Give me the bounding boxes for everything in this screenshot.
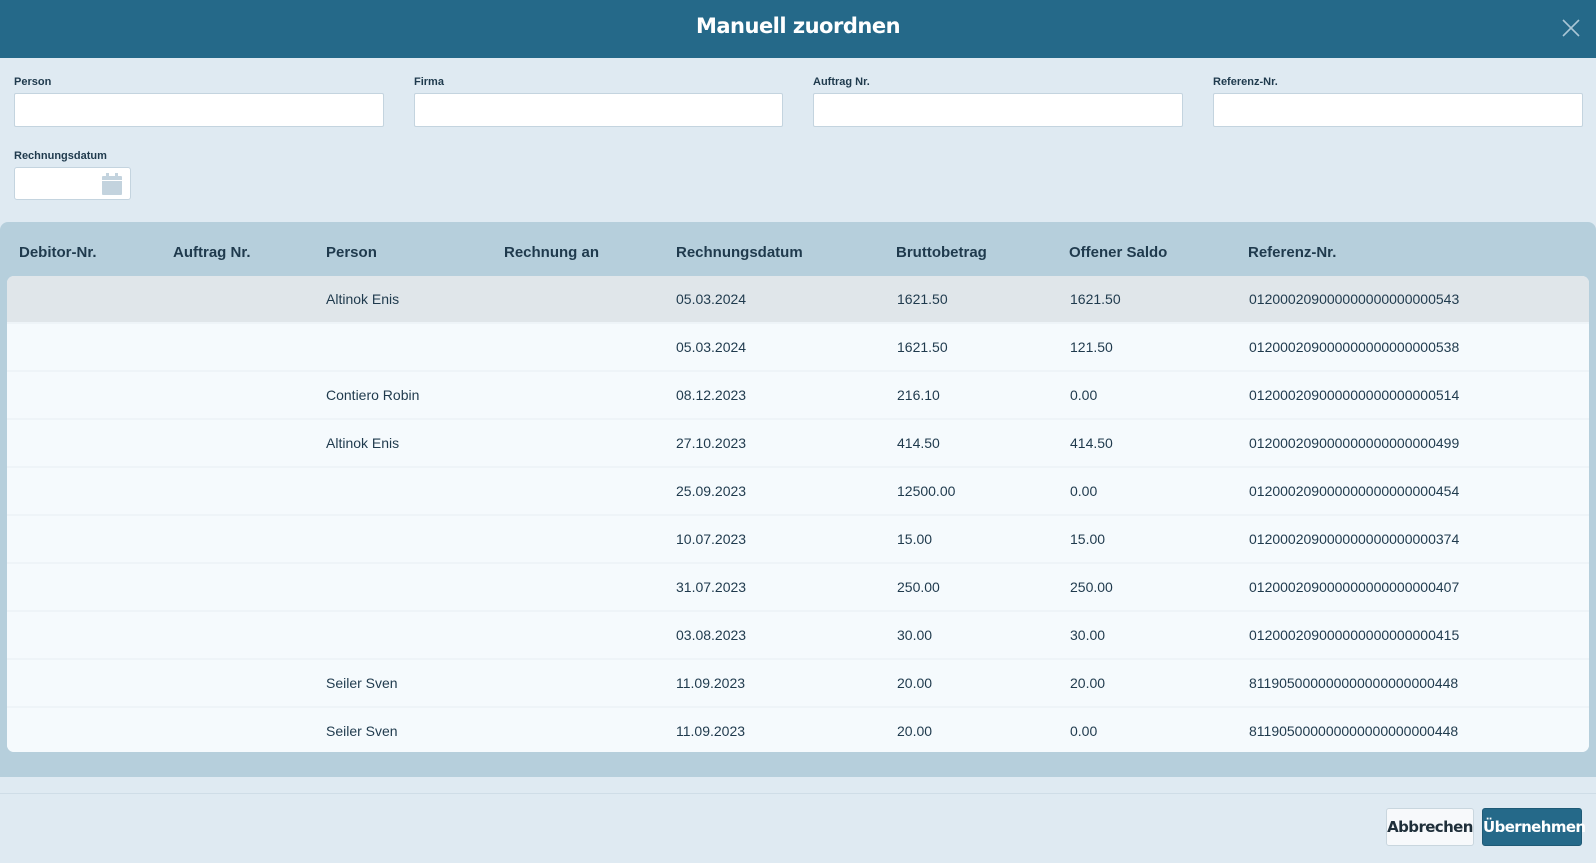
column-header-rechnung-an[interactable]: Rechnung an xyxy=(504,244,600,261)
person-filter-label: Person xyxy=(14,76,52,88)
cell-offener-saldo: 250.00 xyxy=(1070,579,1113,595)
rechnungsdatum-input[interactable] xyxy=(15,168,95,199)
referenz-filter-label: Referenz-Nr. xyxy=(1213,76,1278,88)
calendar-icon[interactable] xyxy=(102,173,122,195)
cell-bruttobetrag: 20.00 xyxy=(897,723,933,739)
cell-referenz: 012000209000000000000000499 xyxy=(1249,435,1460,451)
cell-referenz: 012000209000000000000000407 xyxy=(1249,579,1460,595)
date-picker[interactable] xyxy=(14,167,131,200)
cell-person: Seiler Sven xyxy=(326,723,398,739)
table-row[interactable]: 05.03.2024 1621.50 121.50 01200020900000… xyxy=(7,324,1589,370)
cell-referenz: 811905000000000000000000448 xyxy=(1249,675,1459,691)
table-header: Debitor-Nr. Auftrag Nr. Person Rechnung … xyxy=(0,222,1596,276)
cell-offener-saldo: 414.50 xyxy=(1070,435,1113,451)
cell-person: Seiler Sven xyxy=(326,675,398,691)
column-header-debitor[interactable]: Debitor-Nr. xyxy=(19,244,97,261)
cell-offener-saldo: 1621.50 xyxy=(1070,291,1121,307)
auftrag-filter-label: Auftrag Nr. xyxy=(813,76,870,88)
close-icon[interactable] xyxy=(1560,17,1582,39)
cell-bruttobetrag: 414.50 xyxy=(897,435,940,451)
cell-bruttobetrag: 1621.50 xyxy=(897,339,948,355)
rechnungsdatum-filter-label: Rechnungsdatum xyxy=(14,150,107,162)
cell-rechnungsdatum: 11.09.2023 xyxy=(676,723,746,739)
cell-rechnungsdatum: 08.12.2023 xyxy=(676,387,747,403)
cell-offener-saldo: 0.00 xyxy=(1070,387,1098,403)
cell-rechnungsdatum: 27.10.2023 xyxy=(676,435,747,451)
cell-bruttobetrag: 1621.50 xyxy=(897,291,948,307)
referenz-filter: Referenz-Nr. xyxy=(1213,76,1583,127)
cell-rechnungsdatum: 11.09.2023 xyxy=(676,675,746,691)
table-row[interactable]: Altinok Enis 05.03.2024 1621.50 1621.50 … xyxy=(7,276,1589,322)
cell-rechnungsdatum: 25.09.2023 xyxy=(676,483,747,499)
cell-bruttobetrag: 30.00 xyxy=(897,627,933,643)
cell-rechnungsdatum: 31.07.2023 xyxy=(676,579,747,595)
column-header-rechnungsdatum[interactable]: Rechnungsdatum xyxy=(676,244,803,261)
cell-referenz: 811905000000000000000000448 xyxy=(1249,723,1459,739)
cell-offener-saldo: 20.00 xyxy=(1070,675,1106,691)
cell-referenz: 012000209000000000000000415 xyxy=(1249,627,1460,643)
table-row[interactable]: Seiler Sven 11.09.2023 20.00 20.00 81190… xyxy=(7,660,1589,706)
table-row[interactable]: Contiero Robin 08.12.2023 216.10 0.00 01… xyxy=(7,372,1589,418)
cell-bruttobetrag: 216.10 xyxy=(897,387,940,403)
cell-offener-saldo: 15.00 xyxy=(1070,531,1106,547)
rechnungsdatum-filter: Rechnungsdatum xyxy=(14,150,144,200)
table-row[interactable]: Seiler Sven 11.09.2023 20.00 0.00 811905… xyxy=(7,708,1589,752)
table-row[interactable]: 03.08.2023 30.00 30.00 01200020900000000… xyxy=(7,612,1589,658)
column-header-bruttobetrag[interactable]: Bruttobetrag xyxy=(896,244,987,261)
cell-rechnungsdatum: 05.03.2024 xyxy=(676,339,747,355)
firma-filter-label: Firma xyxy=(414,76,444,88)
cell-bruttobetrag: 15.00 xyxy=(897,531,933,547)
referenz-input[interactable] xyxy=(1213,93,1583,127)
table-row[interactable]: 25.09.2023 12500.00 0.00 012000209000000… xyxy=(7,468,1589,514)
footer-divider xyxy=(0,793,1596,794)
column-header-person[interactable]: Person xyxy=(326,244,377,261)
cell-referenz: 012000209000000000000000454 xyxy=(1249,483,1460,499)
table-row[interactable]: Altinok Enis 27.10.2023 414.50 414.50 01… xyxy=(7,420,1589,466)
cell-referenz: 012000209000000000000000543 xyxy=(1249,291,1460,307)
person-filter: Person xyxy=(14,76,384,127)
cell-referenz: 012000209000000000000000538 xyxy=(1249,339,1460,355)
firma-input[interactable] xyxy=(414,93,783,127)
cell-person: Contiero Robin xyxy=(326,387,420,403)
cell-bruttobetrag: 250.00 xyxy=(897,579,940,595)
dialog-header: Manuell zuordnen xyxy=(0,0,1596,58)
table-body: Altinok Enis 05.03.2024 1621.50 1621.50 … xyxy=(7,276,1589,752)
column-header-referenz[interactable]: Referenz-Nr. xyxy=(1248,244,1337,261)
invoice-table: Debitor-Nr. Auftrag Nr. Person Rechnung … xyxy=(0,222,1596,777)
auftrag-input[interactable] xyxy=(813,93,1183,127)
cancel-button[interactable]: Abbrechen xyxy=(1386,808,1474,846)
column-header-auftrag[interactable]: Auftrag Nr. xyxy=(173,244,251,261)
cell-rechnungsdatum: 03.08.2023 xyxy=(676,627,747,643)
cell-person: Altinok Enis xyxy=(326,435,400,451)
cell-offener-saldo: 121.50 xyxy=(1070,339,1113,355)
cell-offener-saldo: 0.00 xyxy=(1070,483,1098,499)
person-input[interactable] xyxy=(14,93,384,127)
column-header-offener-saldo[interactable]: Offener Saldo xyxy=(1069,244,1168,261)
table-row[interactable]: 31.07.2023 250.00 250.00 012000209000000… xyxy=(7,564,1589,610)
cell-referenz: 012000209000000000000000374 xyxy=(1249,531,1460,547)
filter-panel: Person Firma Auftrag Nr. Referenz-Nr. Re… xyxy=(0,58,1596,222)
cell-person: Altinok Enis xyxy=(326,291,400,307)
cell-offener-saldo: 30.00 xyxy=(1070,627,1106,643)
firma-filter: Firma xyxy=(414,76,783,127)
cell-rechnungsdatum: 05.03.2024 xyxy=(676,291,747,307)
table-row[interactable]: 10.07.2023 15.00 15.00 01200020900000000… xyxy=(7,516,1589,562)
auftrag-filter: Auftrag Nr. xyxy=(813,76,1183,127)
cell-offener-saldo: 0.00 xyxy=(1070,723,1098,739)
cell-bruttobetrag: 20.00 xyxy=(897,675,933,691)
dialog-title: Manuell zuordnen xyxy=(695,14,901,38)
cell-referenz: 012000209000000000000000514 xyxy=(1249,387,1460,403)
apply-button[interactable]: Übernehmen xyxy=(1482,808,1586,846)
cell-bruttobetrag: 12500.00 xyxy=(897,483,956,499)
cell-rechnungsdatum: 10.07.2023 xyxy=(676,531,747,547)
